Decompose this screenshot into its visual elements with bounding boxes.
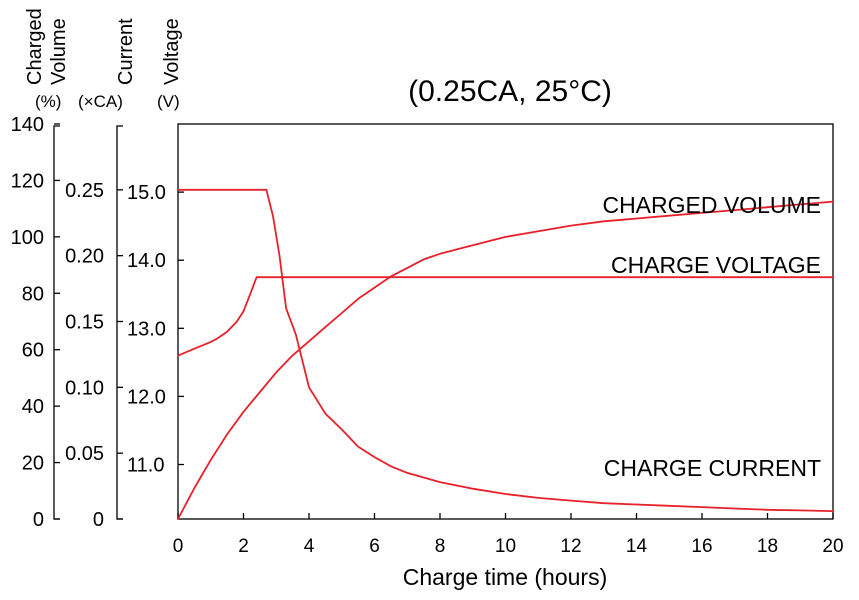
voltage-axis-ticks: 11.0 12.0 13.0 14.0 15.0 — [127, 182, 184, 477]
x-axis-ticks: 0 2 4 6 8 10 12 14 16 18 20 — [173, 513, 844, 557]
current-axis-ticks: 0 0.05 0.10 0.15 0.20 0.25 — [65, 180, 123, 531]
x-tick-label: 0 — [173, 536, 184, 557]
current-tick-label: 0.10 — [65, 377, 104, 399]
volume-tick-label: 40 — [22, 396, 44, 418]
x-tick-label: 14 — [626, 536, 648, 557]
series-label-charged-volume: CHARGED VOLUME — [602, 192, 821, 218]
volume-axis-header: Charged Volume — [24, 8, 70, 85]
voltage-tick-label: 14.0 — [127, 250, 166, 272]
voltage-tick-label: 13.0 — [127, 318, 166, 340]
x-tick-label: 8 — [435, 536, 446, 557]
current-tick-label: 0.15 — [65, 312, 104, 334]
series-curves — [177, 188, 834, 520]
volume-tick-label: 80 — [22, 283, 44, 305]
voltage-axis-header: Voltage — [161, 18, 183, 85]
volume-tick-label: 140 — [11, 114, 44, 136]
volume-axis-ticks: 0 20 40 60 80 100 120 140 — [11, 114, 60, 531]
chart-title: (0.25CA, 25°C) — [408, 75, 612, 108]
volume-tick-label: 20 — [22, 453, 44, 475]
x-tick-label: 4 — [304, 536, 315, 557]
x-tick-label: 18 — [757, 536, 778, 557]
volume-axis-unit: (%) — [35, 92, 61, 111]
x-axis-label: Charge time (hours) — [403, 564, 608, 590]
series-label-charge-voltage: CHARGE VOLTAGE — [611, 252, 821, 278]
x-tick-label: 20 — [822, 536, 843, 557]
current-axis-line — [116, 125, 123, 520]
volume-tick-label: 120 — [11, 170, 44, 192]
volume-axis-line — [53, 125, 60, 520]
current-tick-label: 0.05 — [65, 443, 104, 465]
voltage-tick-label: 12.0 — [127, 386, 166, 408]
current-tick-label: 0.25 — [65, 180, 104, 202]
series-line-charge-voltage — [177, 276, 834, 357]
volume-axis-header-line-1: Charged — [24, 8, 46, 85]
volume-tick-label: 0 — [33, 509, 44, 531]
voltage-axis-unit: (V) — [157, 92, 180, 111]
x-tick-label: 12 — [560, 536, 581, 557]
current-tick-label: 0 — [93, 509, 104, 531]
current-axis-header: Current — [115, 18, 137, 85]
series-line-charge-current — [177, 188, 834, 512]
volume-tick-label: 60 — [22, 340, 44, 362]
volume-tick-label: 100 — [11, 227, 44, 249]
x-tick-label: 2 — [238, 536, 249, 557]
series-line-charged-volume — [177, 200, 834, 520]
volume-axis-header-line-2: Volume — [48, 18, 70, 85]
x-tick-label: 6 — [369, 536, 380, 557]
x-tick-label: 16 — [691, 536, 712, 557]
series-label-charge-current: CHARGE CURRENT — [604, 455, 821, 481]
x-tick-label: 10 — [495, 536, 516, 557]
voltage-tick-label: 11.0 — [127, 455, 164, 477]
voltage-tick-label: 15.0 — [127, 182, 166, 204]
current-tick-label: 0.20 — [65, 246, 104, 268]
current-axis-unit: (×CA) — [78, 92, 123, 111]
